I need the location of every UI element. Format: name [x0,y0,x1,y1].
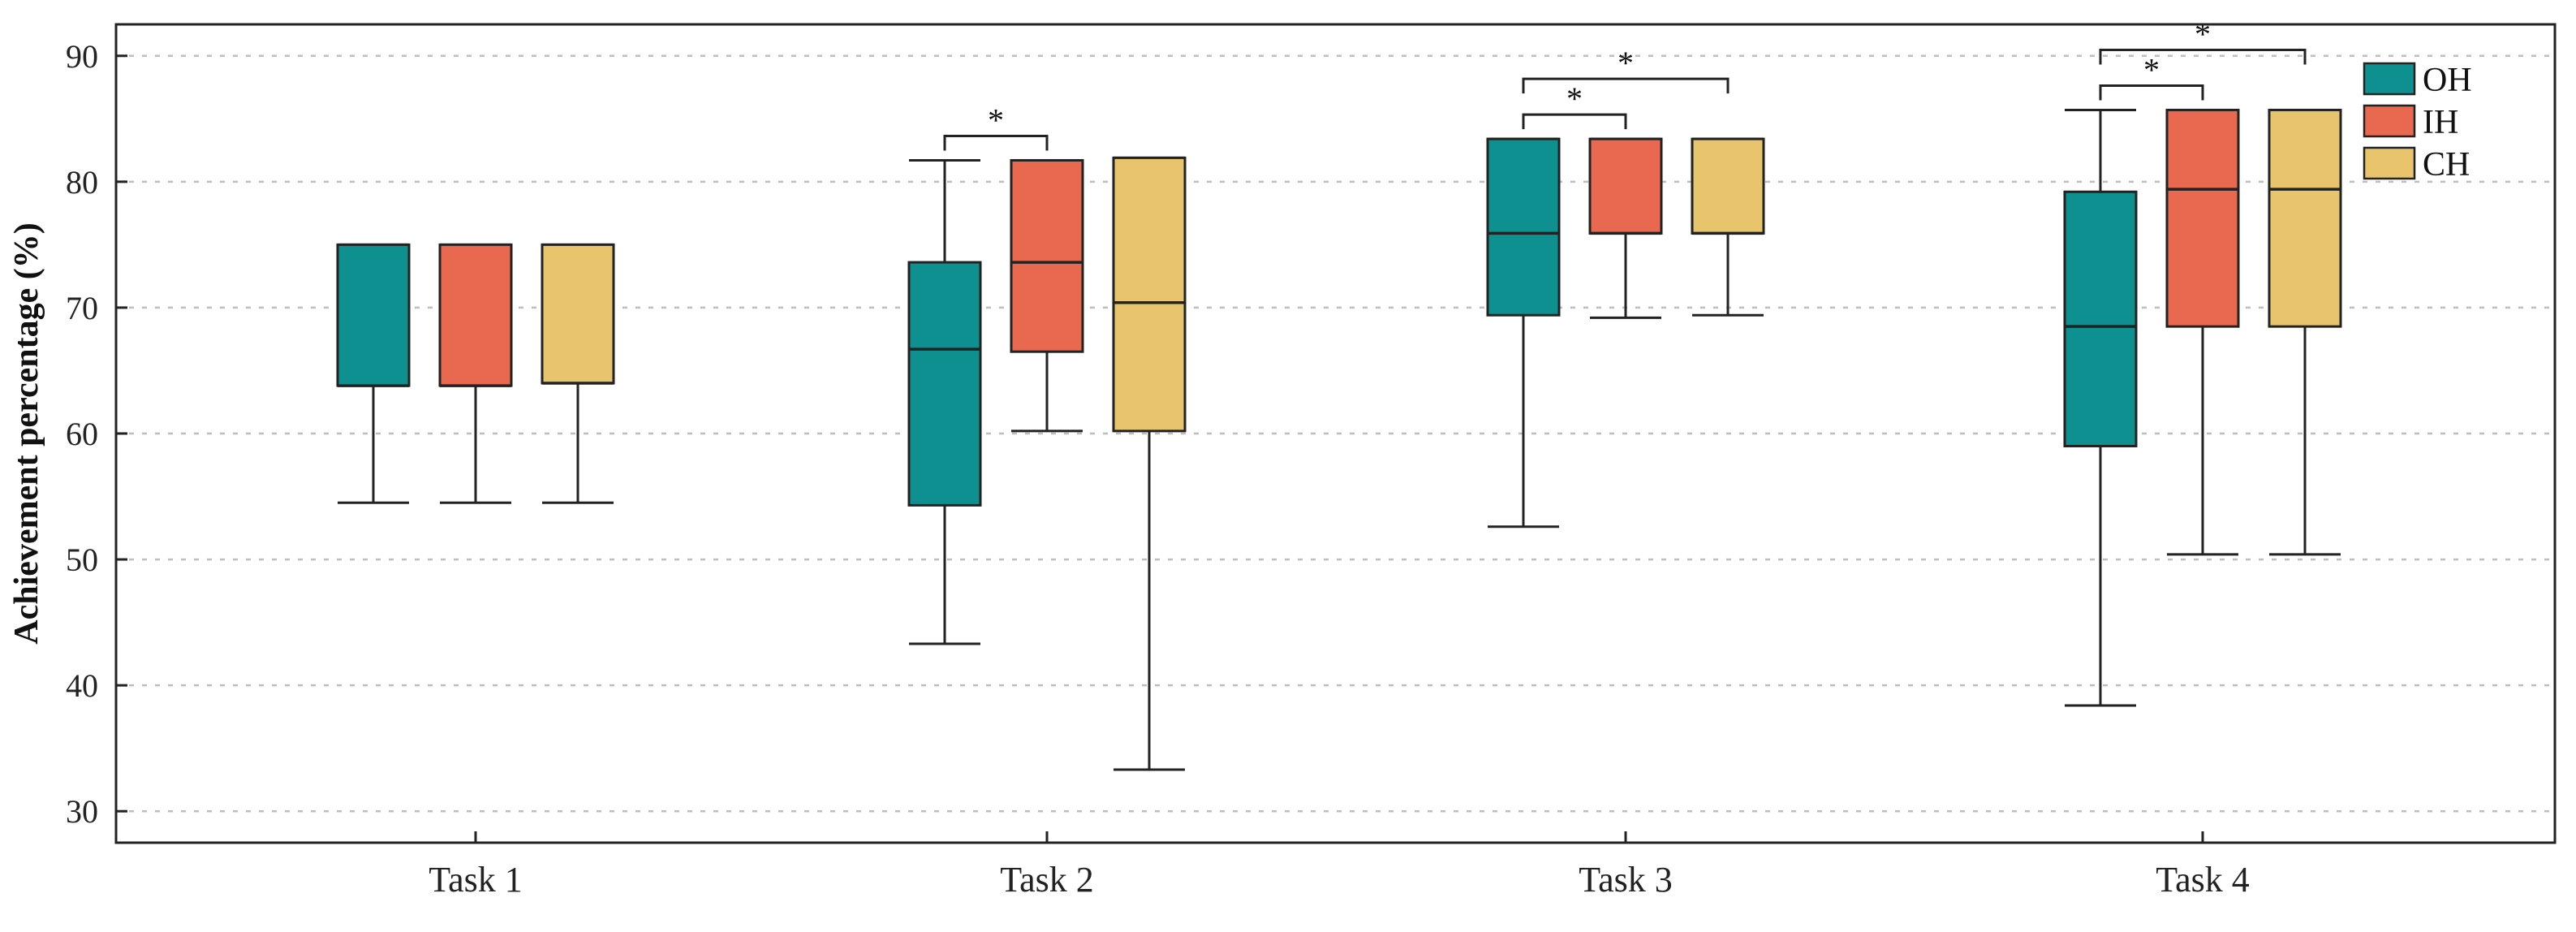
bracket-line [943,134,1049,151]
gridlines [116,54,2555,813]
significance-star: * [988,101,1004,138]
box-ch-task-4 [2268,108,2342,556]
legend-label-ih: IH [2423,104,2458,141]
significance-star: * [2143,51,2160,88]
significance-bracket: * [1522,45,1730,94]
box-ch-task-2 [1112,156,1187,771]
box-ih-task-1 [438,243,513,504]
x-tick-label: Task 3 [1579,860,1672,900]
legend-swatch-ih [2363,104,2416,138]
iqr-box [1112,156,1187,433]
significance-bracket: * [2099,51,2204,101]
significance-star: * [1566,80,1583,117]
bracket-line [2099,48,2307,65]
legend-swatch-ch [2363,146,2416,180]
significance-star: * [2195,15,2211,52]
box-oh-task-2 [907,158,982,645]
legend-swatch-oh [2363,62,2416,96]
iqr-box [1588,137,1663,235]
legend-label-ch: CH [2423,146,2470,183]
iqr-box [1691,137,1765,235]
x-tick-label: Task 4 [2156,860,2249,900]
box-ih-task-2 [1010,158,1084,433]
iqr-box [2268,108,2342,328]
y-tick-label: 90 [66,38,98,75]
iqr-box [907,261,982,507]
legend: OH IH CH [2363,62,2472,183]
y-tick-label: 30 [66,793,98,830]
box-ih-task-4 [2165,108,2240,556]
box-ch-task-3 [1691,137,1765,317]
significance-bracket: * [2099,15,2307,65]
iqr-box [2063,190,2138,448]
iqr-box [541,243,615,385]
y-tick-label: 60 [66,416,98,452]
box-ih-task-3 [1588,137,1663,319]
box-oh-task-4 [2063,108,2138,707]
x-tick-label: Task 2 [1000,860,1093,900]
significance-bracket: * [1522,80,1627,130]
y-tick-label: 80 [66,164,98,201]
iqr-box [1010,158,1084,353]
box-oh-task-3 [1486,137,1561,529]
y-axis-label: Achievement percentage (%) [8,222,45,644]
iqr-box [438,243,513,387]
significance-star: * [1618,45,1634,81]
legend-label-oh: OH [2423,62,2472,99]
bracket-line [1522,77,1730,94]
iqr-box [2165,108,2240,328]
iqr-box [336,243,411,387]
iqr-box [1486,137,1561,317]
bracket-line [1522,113,1627,130]
y-tick-label: 50 [66,542,98,578]
box-oh-task-1 [336,243,411,504]
axes: 30 40 50 60 70 80 90 Task 1 Task 2 Task 3 Task 4 [66,38,2250,900]
bracket-line [2099,84,2204,101]
significance-bracket: * [943,101,1049,151]
box-layer [336,108,2342,771]
y-tick-label: 70 [66,290,98,326]
x-tick-label: Task 1 [429,860,522,900]
box-ch-task-1 [541,243,615,504]
y-tick-label: 40 [66,667,98,704]
